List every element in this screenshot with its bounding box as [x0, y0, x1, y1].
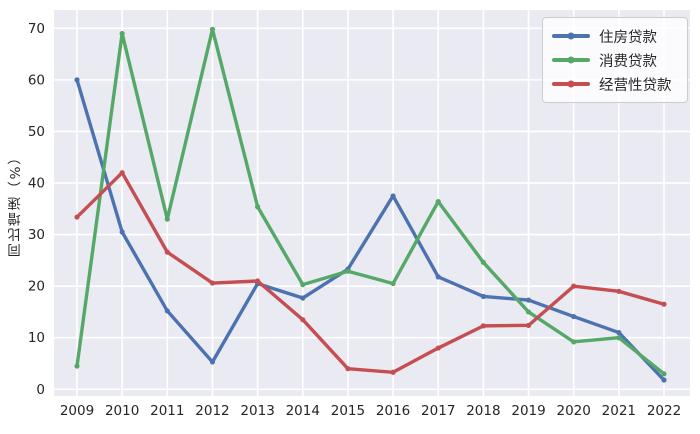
data-point-marker — [164, 308, 170, 314]
x-tick-label: 2018 — [466, 403, 500, 419]
legend-marker-dot — [567, 32, 575, 40]
data-point-marker — [300, 317, 306, 323]
y-tick-label: 40 — [28, 176, 45, 192]
legend-line-swatch-business — [552, 80, 590, 88]
legend-item-housing-loan: 住房贷款 — [552, 24, 677, 48]
legend-item-label: 消费贷款 — [599, 53, 657, 70]
data-point-marker — [525, 297, 532, 303]
data-point-marker — [345, 366, 351, 372]
data-point-marker — [164, 249, 170, 255]
legend-marker-dot — [567, 56, 575, 64]
data-point-marker — [525, 309, 532, 315]
data-point-marker — [525, 322, 532, 328]
data-point-marker — [119, 170, 125, 176]
data-point-marker — [209, 280, 216, 286]
legend-line-swatch-consumer — [552, 56, 590, 64]
y-axis-label: 同比增速（%） — [8, 149, 24, 257]
y-tick-label: 70 — [28, 21, 45, 37]
x-tick-label: 2016 — [376, 403, 410, 419]
x-tick-label: 2014 — [286, 403, 320, 419]
y-tick-label: 30 — [28, 227, 45, 243]
data-point-marker — [435, 198, 441, 205]
data-point-marker — [345, 268, 351, 274]
data-point-marker — [74, 77, 80, 83]
x-tick-label: 2013 — [240, 403, 274, 419]
legend-item-label: 住房贷款 — [599, 29, 657, 46]
y-tick-label: 10 — [28, 330, 45, 346]
legend: 住房贷款 消费贷款 经营性贷款 — [542, 17, 688, 103]
x-tick-label: 2021 — [602, 403, 636, 419]
data-point-marker — [616, 329, 622, 336]
x-tick-label: 2019 — [511, 403, 545, 419]
legend-item-consumer-loan: 消费贷款 — [552, 48, 677, 72]
data-point-marker — [119, 30, 125, 37]
y-tick-label: 60 — [28, 72, 45, 88]
data-point-marker — [571, 313, 577, 320]
data-point-marker — [661, 301, 667, 307]
x-tick-label: 2017 — [421, 403, 455, 419]
data-point-marker — [571, 339, 577, 345]
data-point-marker — [480, 323, 486, 329]
series-line — [75, 78, 666, 382]
y-tick-label: 0 — [36, 382, 45, 398]
series-line — [75, 171, 666, 374]
data-point-marker — [255, 278, 261, 284]
data-point-marker — [74, 214, 80, 220]
data-point-marker — [119, 229, 125, 235]
x-tick-label: 2022 — [647, 403, 681, 419]
data-point-marker — [480, 259, 486, 266]
legend-marker-dot — [567, 80, 575, 88]
data-point-marker — [390, 193, 396, 199]
data-point-marker — [300, 295, 306, 301]
x-tick-label: 2012 — [195, 403, 229, 419]
data-point-marker — [616, 288, 622, 294]
y-tick-label: 50 — [28, 124, 45, 140]
data-point-marker — [209, 26, 216, 32]
data-point-marker — [571, 283, 577, 289]
legend-line-swatch-housing — [552, 32, 590, 40]
x-tick-label: 2020 — [557, 403, 591, 419]
x-tick-label: 2010 — [105, 403, 139, 419]
data-point-marker — [390, 369, 396, 375]
legend-item-business-loan: 经营性贷款 — [552, 72, 677, 96]
data-point-marker — [435, 345, 441, 351]
data-point-marker — [661, 377, 667, 383]
legend-item-label: 经营性贷款 — [599, 77, 672, 94]
data-point-marker — [255, 204, 261, 210]
series-line — [75, 27, 666, 376]
x-tick-label: 2009 — [60, 403, 94, 419]
data-point-marker — [300, 282, 306, 288]
y-tick-label: 20 — [28, 279, 45, 295]
data-point-marker — [390, 280, 396, 287]
data-point-marker — [435, 274, 441, 280]
data-point-marker — [616, 335, 622, 341]
data-point-marker — [164, 216, 170, 222]
x-tick-label: 2011 — [150, 403, 184, 419]
data-point-marker — [480, 293, 486, 300]
data-point-marker — [661, 371, 667, 377]
data-point-marker — [74, 363, 80, 369]
data-point-marker — [209, 359, 216, 365]
x-tick-label: 2015 — [331, 403, 365, 419]
